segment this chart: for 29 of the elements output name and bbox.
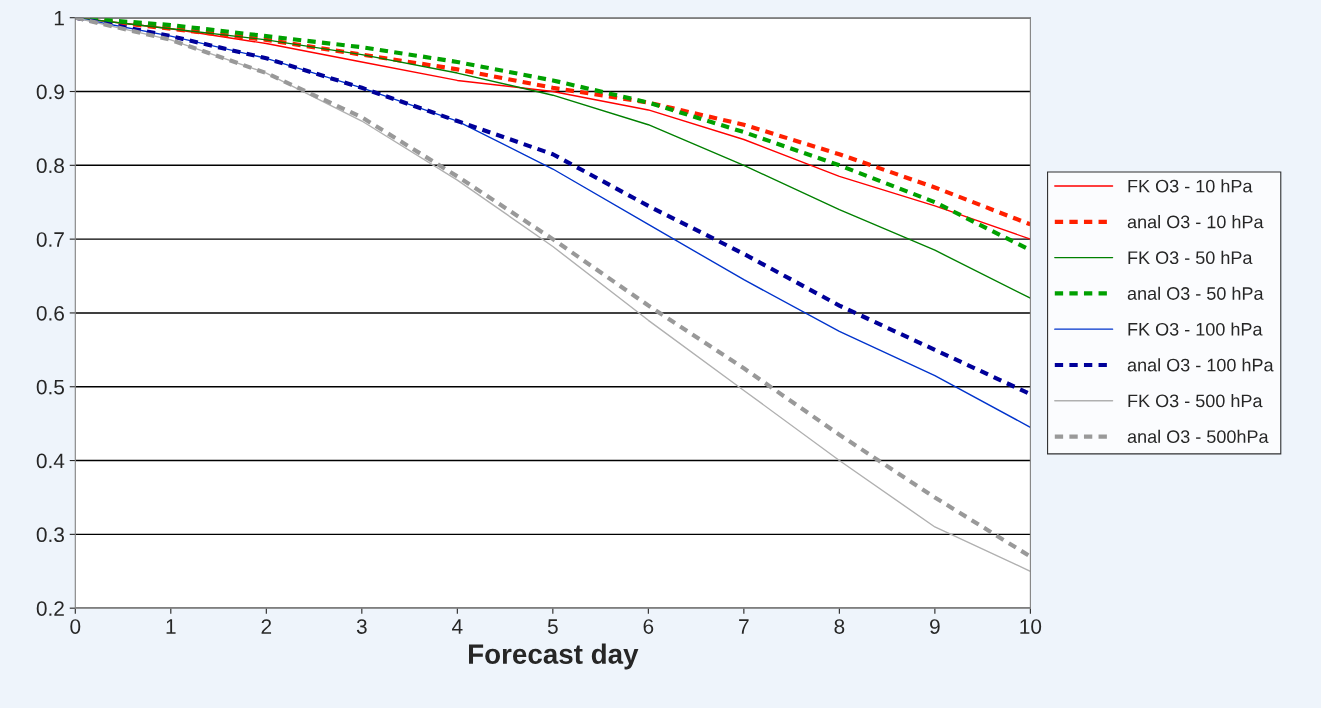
y-tick-label: 0.9 <box>36 84 64 100</box>
legend-label: anal O3 - 500hPa <box>1127 429 1269 444</box>
legend-label: FK O3 - 10 hPa <box>1128 179 1253 193</box>
legend-label: FK O3 - 500 hPa <box>1128 393 1263 408</box>
x-tick-label: 9 <box>930 619 940 634</box>
y-tick-label: 0.3 <box>36 527 64 543</box>
x-tick-label: 6 <box>643 619 654 634</box>
x-tick-label: 10 <box>1020 619 1042 634</box>
x-tick-label: 1 <box>166 619 176 634</box>
x-tick-label: 3 <box>356 619 367 634</box>
legend-label: FK O3 - 50 hPa <box>1128 250 1253 265</box>
x-tick-label: 4 <box>452 619 463 634</box>
legend-label: anal O3 - 100 hPa <box>1127 358 1274 372</box>
y-tick-label: 0.5 <box>36 379 65 395</box>
y-tick-label: 0.8 <box>36 158 64 174</box>
x-tick-label: 7 <box>739 619 749 634</box>
y-tick-label: 0.2 <box>36 601 64 616</box>
x-tick-label: 0 <box>70 619 81 634</box>
y-tick-label: 0.4 <box>36 453 65 469</box>
x-tick-label: 5 <box>547 619 558 634</box>
legend-label: anal O3 - 50 hPa <box>1127 286 1264 300</box>
legend-label: FK O3 - 100 hPa <box>1128 322 1263 336</box>
y-tick-label: 0.6 <box>36 305 64 321</box>
x-axis-title: Forecast day <box>469 643 639 670</box>
legend-label: anal O3 - 10 hPa <box>1127 215 1264 229</box>
y-tick-label: 0.7 <box>36 232 64 247</box>
x-tick-label: 2 <box>261 619 272 634</box>
x-tick-label: 8 <box>834 619 845 634</box>
y-tick-label: 1 <box>54 10 64 26</box>
